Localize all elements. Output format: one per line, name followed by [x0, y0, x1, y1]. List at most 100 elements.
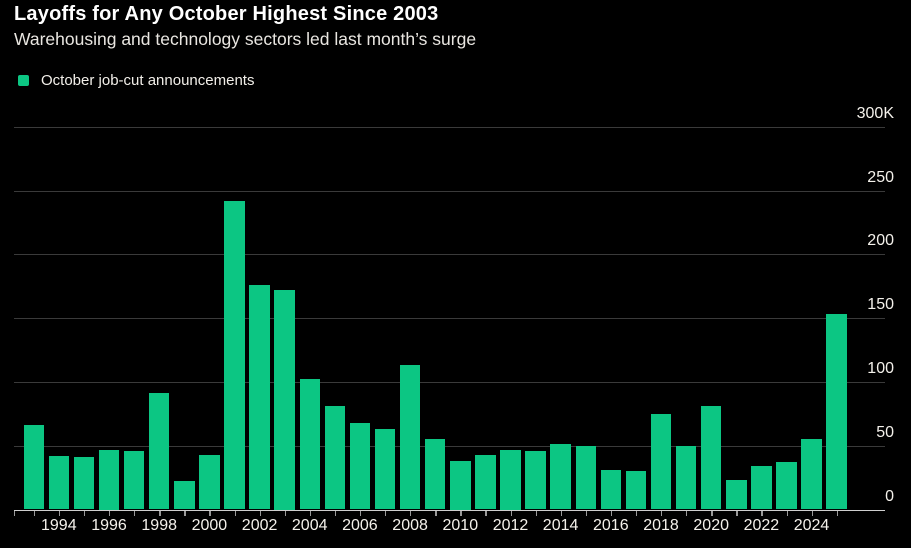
bar-2022 [751, 466, 772, 510]
x-tick-2005 [334, 511, 337, 516]
gridline-300K [14, 126, 885, 128]
x-tick-2016 [610, 511, 613, 516]
x-tick-2008 [410, 511, 412, 516]
x-tick-2003 [284, 511, 286, 516]
x-tick-2012 [510, 511, 512, 516]
bar-2015 [575, 445, 596, 510]
x-axis-start-tick [14, 511, 16, 516]
y-axis-label-0: 0 [885, 487, 894, 505]
x-tick-1997 [134, 511, 136, 516]
gridline-50 [14, 445, 885, 447]
bar-2005 [324, 406, 346, 510]
x-tick-2024 [811, 511, 813, 516]
bar-2008 [399, 365, 421, 510]
bar-2001 [224, 200, 245, 510]
bar-2007 [374, 429, 396, 510]
bar-2016 [600, 469, 622, 510]
x-axis-label-1998: 1998 [141, 517, 177, 534]
x-axis-label-1996: 1996 [91, 517, 127, 534]
bar-2004 [299, 379, 320, 510]
x-tick-2022 [761, 511, 763, 516]
x-tick-1998 [159, 511, 161, 516]
x-tick-2000 [209, 511, 211, 516]
x-axis-label-2008: 2008 [392, 517, 428, 534]
bar-2013 [525, 450, 546, 510]
x-tick-2025 [836, 511, 838, 516]
bar-2012 [500, 449, 521, 510]
y-axis-label-50: 50 [876, 423, 894, 441]
x-tick-2013 [535, 511, 537, 516]
bar-2002 [249, 284, 270, 510]
bar-1996 [98, 449, 120, 510]
bar-1998 [148, 393, 170, 510]
legend: October job-cut announcements [18, 72, 254, 89]
x-tick-2015 [585, 511, 588, 516]
y-axis-label-100: 100 [867, 359, 894, 377]
bar-2011 [475, 454, 496, 510]
x-axis-label-1994: 1994 [41, 517, 77, 534]
x-axis-line [14, 509, 885, 511]
bar-1995 [73, 457, 95, 510]
bar-2021 [726, 480, 747, 510]
x-tick-2017 [635, 511, 638, 516]
bar-1997 [123, 450, 145, 510]
bar-2017 [625, 471, 647, 510]
x-tick-1999 [184, 511, 186, 516]
gridline-100 [14, 381, 885, 383]
x-tick-2009 [435, 511, 437, 516]
x-axis-label-2014: 2014 [542, 517, 579, 534]
y-axis-label-250: 250 [867, 168, 894, 186]
x-tick-2011 [485, 511, 487, 516]
x-tick-2021 [736, 511, 738, 516]
x-tick-1993 [33, 511, 36, 516]
x-tick-2020 [711, 511, 713, 516]
chart-subtitle: Warehousing and technology sectors led l… [14, 29, 477, 49]
legend-swatch-icon [18, 75, 29, 86]
x-axis-label-2016: 2016 [593, 517, 629, 534]
x-tick-2001 [234, 511, 236, 516]
x-tick-2014 [560, 511, 562, 516]
y-axis-label-150: 150 [867, 296, 894, 314]
gridline-200 [14, 254, 885, 256]
bar-2023 [776, 462, 797, 510]
legend-series-label: October job-cut announcements [41, 72, 255, 89]
bar-2006 [349, 422, 371, 510]
bar-1994 [48, 455, 70, 510]
x-tick-2010 [460, 511, 462, 516]
y-axis-label-300K: 300K [856, 104, 894, 122]
x-tick-2019 [686, 511, 688, 516]
x-axis-label-2018: 2018 [643, 517, 679, 534]
x-axis-label-2020: 2020 [693, 517, 729, 534]
bar-2020 [700, 406, 722, 510]
bar-2000 [199, 454, 220, 510]
x-tick-1994 [58, 511, 61, 516]
x-tick-2007 [385, 511, 387, 516]
chart-title: Layoffs for Any October Highest Since 20… [14, 3, 439, 25]
bar-2019 [675, 445, 697, 510]
bar-2018 [650, 413, 672, 510]
x-axis-label-2010: 2010 [442, 517, 479, 534]
x-tick-2023 [786, 511, 788, 516]
bar-2014 [550, 444, 571, 510]
x-axis-label-2022: 2022 [743, 517, 780, 534]
gridline-250 [14, 190, 885, 192]
x-axis-label-2004: 2004 [291, 517, 328, 534]
x-tick-2004 [309, 511, 312, 516]
x-tick-2018 [661, 511, 663, 516]
bar-2010 [450, 461, 471, 510]
x-tick-1996 [109, 511, 111, 516]
bar-2003 [274, 290, 295, 510]
x-axis-label-2024: 2024 [793, 517, 830, 534]
bar-1993 [23, 425, 44, 510]
x-tick-1995 [83, 511, 86, 516]
x-axis-label-2002: 2002 [241, 517, 278, 534]
x-axis-label-2012: 2012 [492, 517, 529, 534]
x-tick-2002 [259, 511, 261, 516]
gridline-150 [14, 318, 885, 320]
y-axis-label-200: 200 [867, 232, 894, 250]
bar-1999 [174, 481, 195, 510]
x-axis-label-2000: 2000 [191, 517, 228, 534]
x-axis-label-2006: 2006 [342, 517, 378, 534]
